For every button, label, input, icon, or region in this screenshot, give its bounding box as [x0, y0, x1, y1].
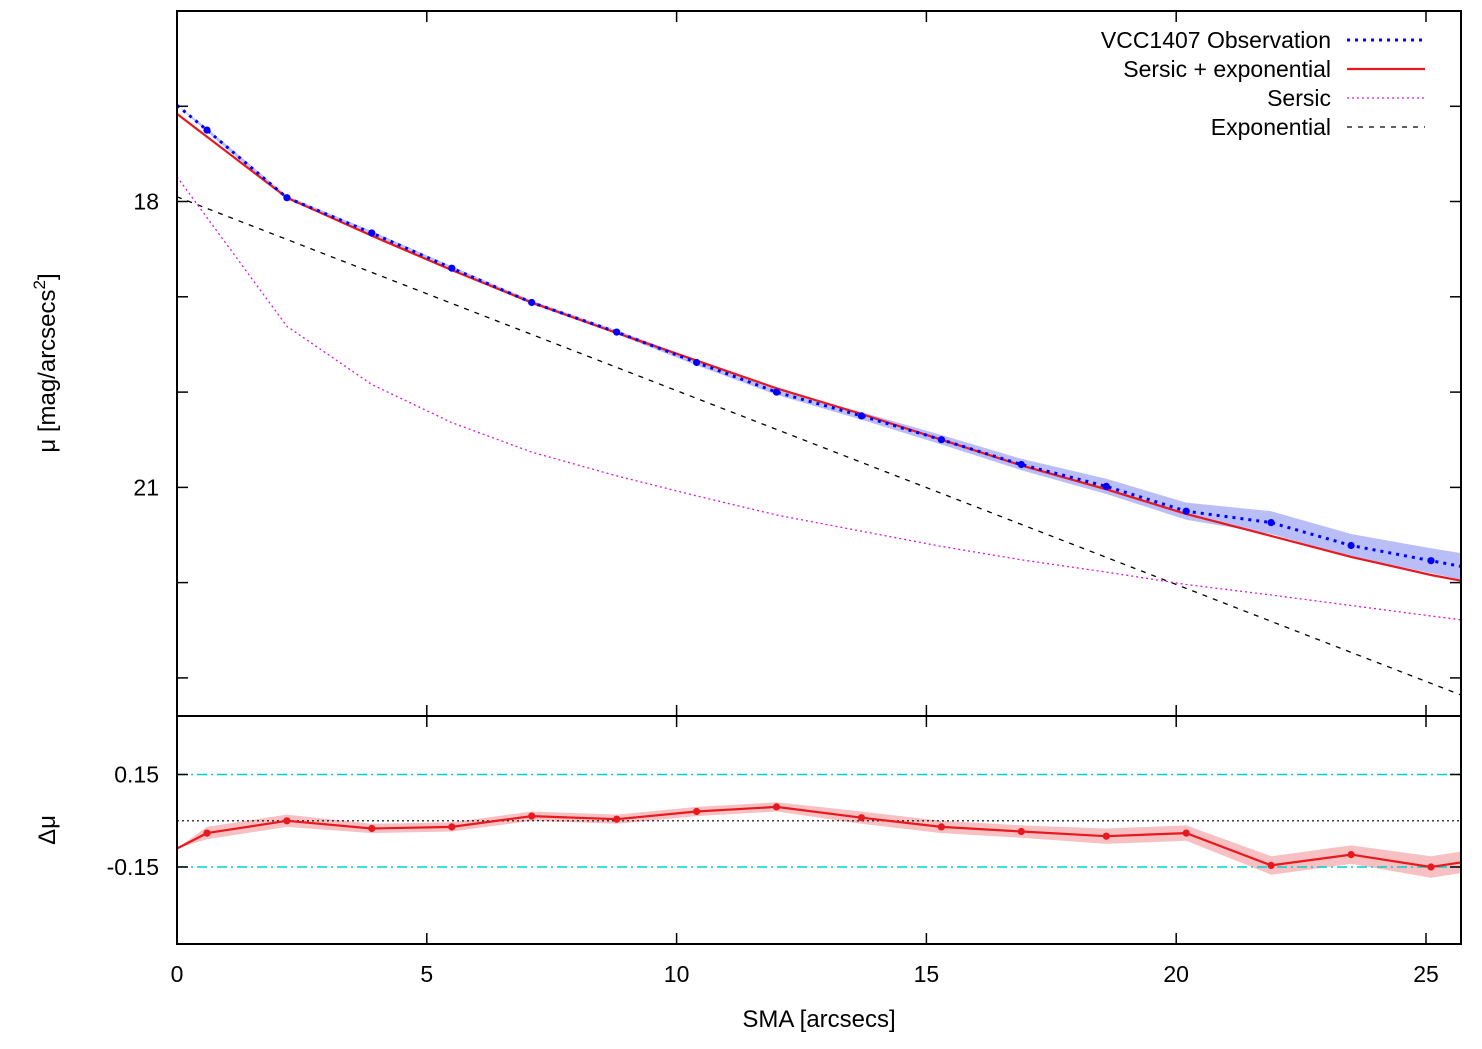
- vcc1407-observation-point: [1102, 482, 1110, 490]
- residual-point: [528, 812, 536, 820]
- main-series-lines: [177, 104, 1461, 696]
- vcc1407-observation-point: [1267, 519, 1275, 527]
- residual-point: [1267, 861, 1275, 870]
- tick-labels: 18 21 0.15 -0.15 0 5 10 15 20 25: [107, 189, 1439, 988]
- vcc1407-observation-point: [528, 298, 536, 307]
- residual-point: [937, 823, 946, 831]
- vcc1407-observation-point: [1427, 557, 1435, 565]
- legend-label: Sersic: [1267, 85, 1331, 111]
- vcc1407-observation-point: [613, 328, 621, 336]
- sersic-exponential-line: [177, 113, 1461, 582]
- main-y-axis-label-text: μ [mag/arcsecs: [34, 289, 61, 452]
- residual-point: [613, 815, 621, 823]
- residual-reference-lines: [177, 773, 1461, 868]
- legend-label: Exponential: [1211, 114, 1331, 140]
- vcc1407-observation-point: [1182, 507, 1190, 515]
- vcc1407-observation-point: [772, 388, 781, 396]
- main-y-axis-label-superscript: 2: [30, 280, 49, 289]
- residual-point: [1427, 863, 1435, 871]
- residual-point: [1102, 832, 1110, 840]
- vcc1407-observation-error-band: [177, 105, 1461, 580]
- main-y-axis-label: μ [mag/arcsecs2]: [30, 273, 61, 452]
- x-tick-label: 0: [171, 961, 184, 987]
- vcc1407-observation-point: [203, 126, 211, 134]
- y-tick-label: 21: [133, 474, 159, 500]
- residual-point: [1347, 851, 1355, 859]
- x-tick-label: 25: [1413, 961, 1439, 987]
- residual-y-tick-label: -0.15: [107, 854, 159, 880]
- vcc1407-observation-point: [937, 436, 946, 444]
- x-tick-label: 10: [664, 961, 690, 987]
- residual-line: [177, 805, 1461, 869]
- residual-series-lines: [177, 803, 1461, 871]
- vcc1407-observation-line: [177, 104, 1461, 568]
- x-axis-label: SMA [arcsecs]: [742, 1006, 895, 1033]
- residual-point: [1182, 829, 1190, 837]
- x-tick-label: 15: [914, 961, 940, 987]
- residual-point: [1017, 827, 1025, 836]
- vcc1407-observation-point: [1017, 460, 1025, 469]
- sersic-line: [177, 176, 1461, 621]
- vcc1407-observation-point: [1347, 541, 1355, 550]
- residual-point: [772, 803, 781, 811]
- legend: VCC1407 Observation Sersic + exponential S…: [1101, 27, 1425, 140]
- y-tick-label: 18: [133, 189, 159, 215]
- vcc1407-observation-point: [693, 358, 701, 367]
- residual-point: [448, 823, 456, 831]
- vcc1407-observation-point: [283, 194, 291, 202]
- vcc1407-observation-point: [368, 229, 376, 237]
- residual-point: [857, 814, 866, 822]
- legend-label: VCC1407 Observation: [1101, 27, 1331, 53]
- axis-ticks: [176, 11, 1461, 944]
- residual-point: [368, 824, 376, 833]
- main-error-bands: [177, 105, 1461, 580]
- residual-point: [283, 817, 291, 825]
- residual-point: [203, 829, 211, 837]
- vcc1407-observation-point: [448, 264, 456, 272]
- residual-y-tick-label: 0.15: [114, 762, 159, 788]
- legend-label: Sersic + exponential: [1123, 56, 1331, 82]
- residual-plot-frame: [176, 715, 1462, 945]
- residual-point: [693, 807, 701, 816]
- exponential-line: [177, 196, 1461, 696]
- residual-y-axis-label: Δμ: [34, 815, 61, 845]
- x-tick-label: 5: [420, 961, 433, 987]
- x-tick-label: 20: [1163, 961, 1189, 987]
- vcc1407-observation-point: [857, 412, 866, 420]
